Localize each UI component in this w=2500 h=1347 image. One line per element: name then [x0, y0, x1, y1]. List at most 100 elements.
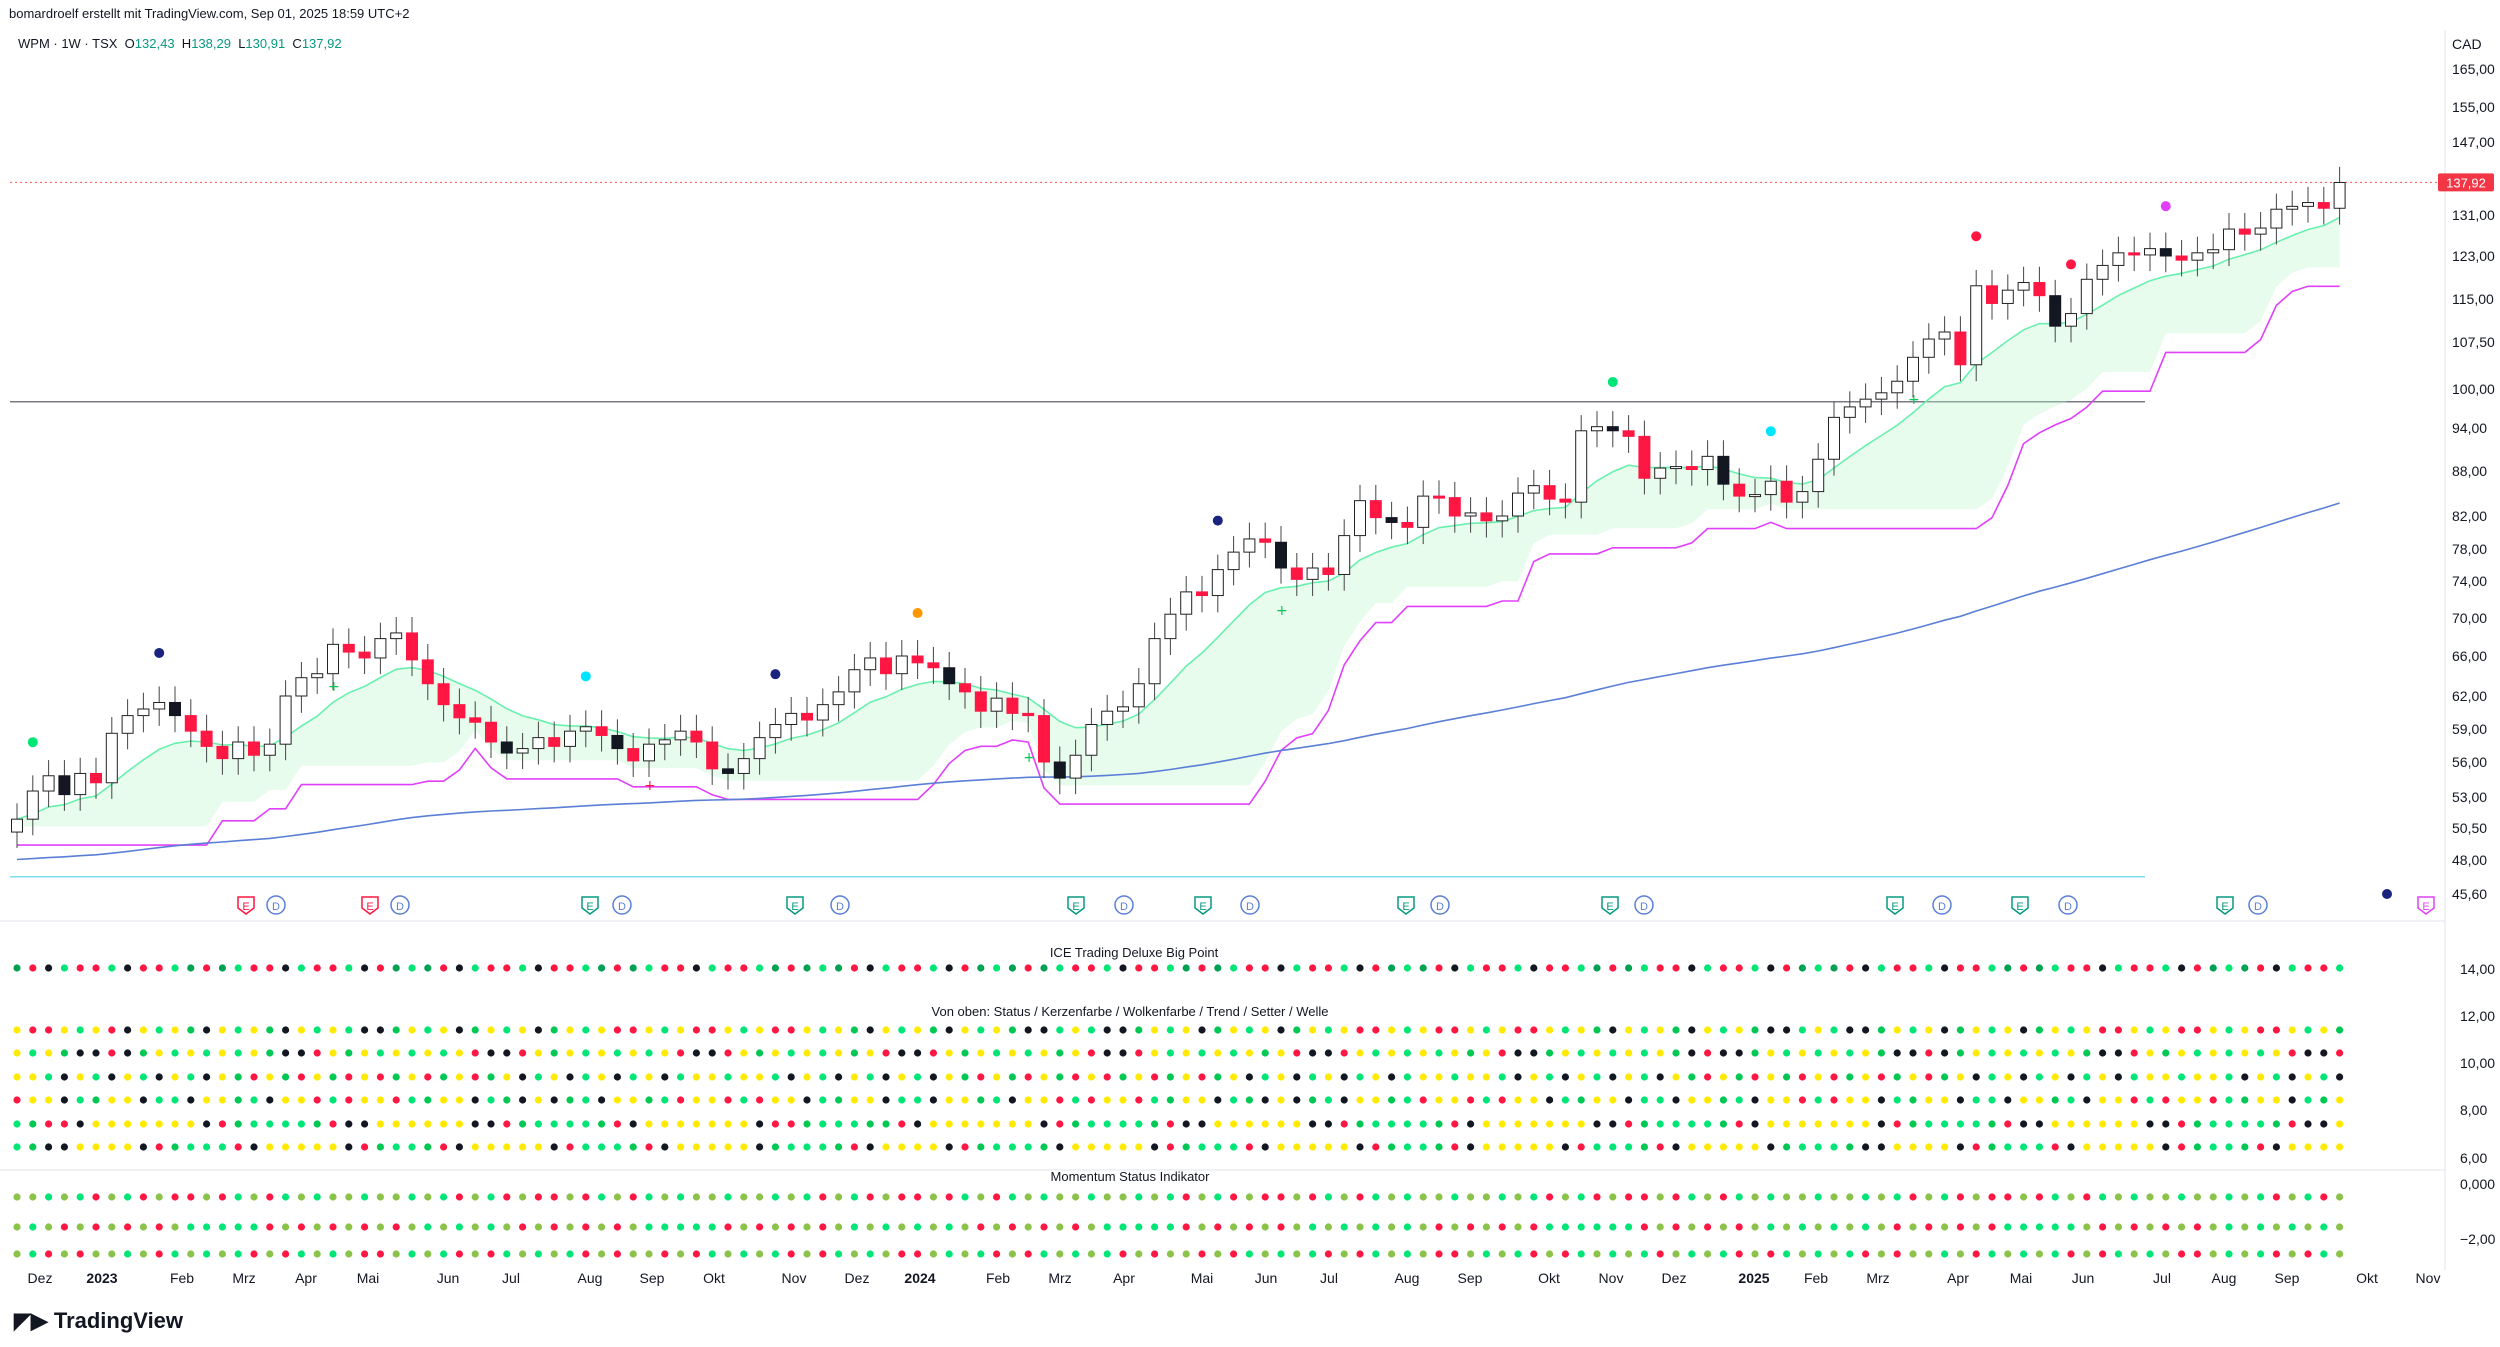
- earnings-marker[interactable]: E: [361, 896, 379, 915]
- indicator-dot: [408, 1073, 416, 1081]
- indicator-dot: [376, 1193, 384, 1201]
- indicator-dot: [835, 964, 843, 972]
- tradingview-logo[interactable]: ◤▶ TradingView: [14, 1308, 183, 1334]
- dividend-marker[interactable]: D: [266, 895, 286, 915]
- earnings-marker[interactable]: E: [1886, 896, 1904, 915]
- dividend-marker[interactable]: D: [2058, 895, 2078, 915]
- time-tick: Jun: [437, 1270, 460, 1286]
- candle-body: [643, 743, 655, 762]
- dividend-marker[interactable]: D: [1634, 895, 1654, 915]
- indicator-dot: [1530, 1120, 1538, 1128]
- candle-body: [1591, 426, 1603, 432]
- indicator-dot: [1862, 1223, 1870, 1231]
- time-tick: Okt: [1538, 1270, 1560, 1286]
- indicator-dot: [2320, 1096, 2328, 1104]
- dividend-marker[interactable]: D: [2248, 895, 2268, 915]
- indicator-dot: [708, 1250, 716, 1258]
- indicator-dot: [1182, 964, 1190, 972]
- indicator-dot: [677, 1026, 685, 1034]
- earnings-marker[interactable]: E: [1601, 896, 1619, 915]
- indicator-dot: [1245, 1073, 1253, 1081]
- candle-body: [1954, 331, 1967, 366]
- earnings-marker[interactable]: E: [237, 896, 255, 915]
- indicator-dot: [1672, 1193, 1680, 1201]
- indicator-dot: [2241, 964, 2249, 972]
- time-axis[interactable]: Dez 2023 Feb Mrz Apr Mai Jun Jul Aug Sep Okt Nov Dez…: [28, 1270, 2441, 1286]
- indicator-dot: [1909, 1026, 1917, 1034]
- indicator-dot: [692, 1049, 701, 1057]
- candles[interactable]: [11, 166, 2346, 849]
- indicator-dot: [2178, 1250, 2186, 1258]
- dividend-marker[interactable]: D: [1114, 895, 1134, 915]
- indicator-dot: [1767, 1250, 1775, 1258]
- indicator-dot: [1182, 1223, 1190, 1231]
- indicator-dot: [45, 1120, 53, 1128]
- indicator-dot: [13, 1223, 21, 1231]
- indicator-dot: [1024, 1193, 1032, 1201]
- indicator-dot: [1609, 1049, 1617, 1057]
- indicator-dot: [1261, 1223, 1269, 1231]
- candle-body: [706, 741, 719, 770]
- indicator-dot: [424, 1193, 432, 1201]
- indicator-dot: [1609, 1193, 1617, 1201]
- indicator-dot: [45, 1143, 53, 1151]
- symbol-name[interactable]: WPM · 1W · TSX: [18, 36, 118, 51]
- dividend-marker[interactable]: D: [830, 895, 850, 915]
- indicator-dot: [1166, 1193, 1174, 1201]
- indicator-dot: [898, 1073, 906, 1081]
- dividend-marker[interactable]: D: [612, 895, 632, 915]
- indicator-dot: [408, 1250, 416, 1258]
- indicator-dot: [124, 1120, 132, 1128]
- indicator-dot: [1182, 1049, 1190, 1057]
- indicator-dot: [661, 1250, 669, 1258]
- candle-body: [1259, 538, 1272, 543]
- indicator-dot: [2067, 1223, 2075, 1231]
- symbol-legend[interactable]: WPM · 1W · TSX O132,43 H138,29 L130,91 C…: [18, 36, 342, 51]
- earnings-marker[interactable]: E: [2417, 896, 2435, 915]
- indicator-dot: [1846, 1096, 1854, 1104]
- indicator-dot: [329, 1096, 337, 1104]
- indicator-dot: [1403, 964, 1411, 972]
- indicator-dot: [629, 1250, 637, 1258]
- indicator-dot: [2114, 1049, 2122, 1057]
- indicator-dot: [29, 1049, 37, 1057]
- dividend-marker[interactable]: D: [390, 895, 410, 915]
- earnings-marker[interactable]: E: [1397, 896, 1415, 915]
- candle-body: [1654, 467, 1667, 479]
- earnings-marker[interactable]: E: [1194, 896, 1212, 915]
- candle-body: [2049, 295, 2062, 327]
- indicator-dot: [2114, 1026, 2122, 1034]
- indicator-dot: [440, 1073, 448, 1081]
- indicator-dot: [566, 1026, 574, 1034]
- indicator-dot: [234, 964, 242, 972]
- candle-body: [880, 657, 892, 675]
- indicator-dot: [76, 1223, 84, 1231]
- indicator-dot: [740, 1250, 748, 1258]
- indicator-dot: [1640, 1223, 1648, 1231]
- indicator-dot: [1814, 964, 1822, 972]
- indicator-dot: [1688, 964, 1696, 972]
- indicator-dot: [1956, 1120, 1964, 1128]
- indicator-dot: [1704, 1096, 1712, 1104]
- indicator-dot: [1388, 1026, 1396, 1034]
- dividend-marker[interactable]: D: [1932, 895, 1952, 915]
- close-label: C: [292, 36, 302, 51]
- earnings-marker[interactable]: E: [2011, 896, 2029, 915]
- indicator-dot: [1988, 1223, 1996, 1231]
- dividend-marker[interactable]: D: [1430, 895, 1450, 915]
- price-axis[interactable]: CAD165,00155,00147,00131,00123,00115,001…: [2438, 30, 2496, 1270]
- indicator-dot: [898, 1049, 906, 1057]
- earnings-marker[interactable]: E: [2216, 896, 2234, 915]
- indicator-dot: [866, 1026, 874, 1034]
- indicator-dot: [1972, 1049, 1980, 1057]
- indicator-dot: [1309, 1049, 1317, 1057]
- earnings-marker[interactable]: E: [1067, 896, 1085, 915]
- earnings-marker[interactable]: E: [581, 896, 599, 915]
- indicator-dot: [582, 1073, 590, 1081]
- dividend-marker[interactable]: D: [1240, 895, 1260, 915]
- earnings-shape: [2417, 896, 2435, 915]
- indicator-dot: [803, 1026, 811, 1034]
- earnings-marker[interactable]: E: [786, 896, 804, 915]
